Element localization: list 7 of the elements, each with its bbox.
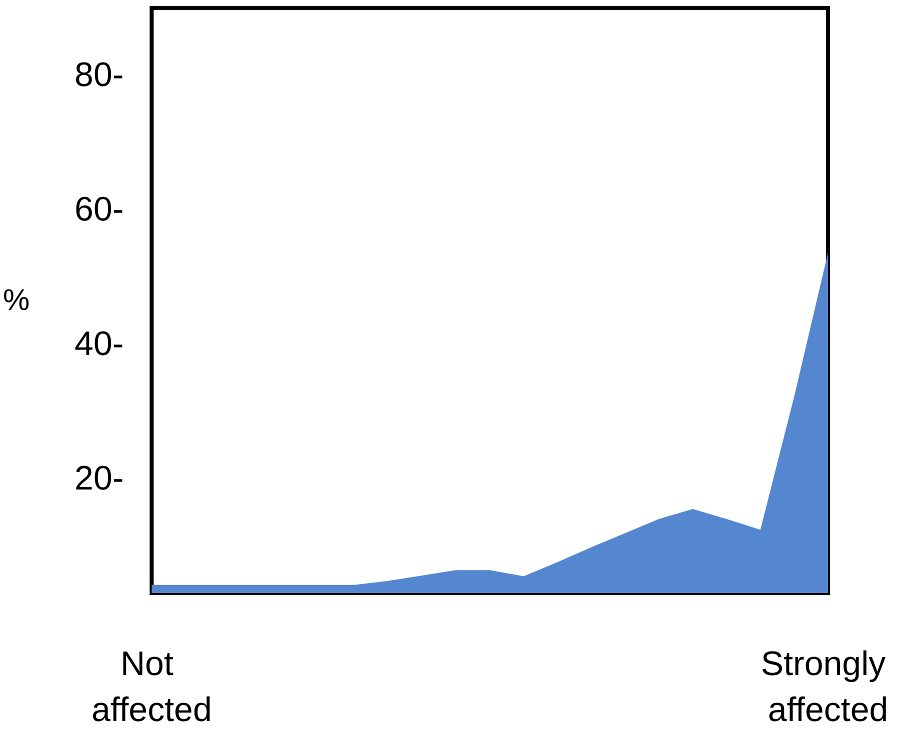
y-tick-label: 20- [74, 460, 124, 498]
y-tick-label: 80- [74, 56, 124, 94]
y-tick-label: 40- [74, 325, 124, 364]
y-tick-label: 60- [74, 190, 124, 229]
x-tick-label: Not affected [91, 645, 212, 729]
y-axis-title: % [2, 284, 30, 317]
x-tick-label: Strongly affected [760, 645, 896, 729]
